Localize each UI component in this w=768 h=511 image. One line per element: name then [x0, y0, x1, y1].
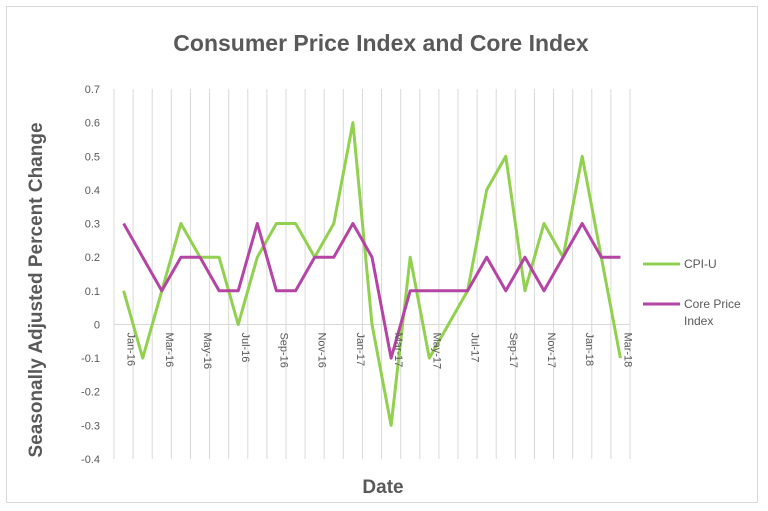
x-tick-label: Nov-16 — [316, 332, 328, 367]
x-tick-label: Nov-17 — [545, 332, 557, 367]
legend: CPI-U Core Price Index — [643, 257, 741, 328]
grid — [113, 89, 631, 459]
x-tick-label: Mar-16 — [163, 332, 175, 367]
x-tick-label: Jan-16 — [125, 332, 137, 366]
y-tick-label: 0.7 — [85, 84, 100, 96]
y-tick-label: -0.1 — [81, 353, 100, 365]
y-axis-title: Seasonally Adjusted Percent Change — [26, 122, 47, 457]
y-tick-label: -0.2 — [81, 387, 100, 399]
legend-label-cpi-u: CPI-U — [684, 257, 717, 271]
y-tick-label: 0.3 — [85, 219, 100, 231]
x-tick-label: Jul-17 — [469, 332, 481, 362]
x-tick-label: Jul-16 — [239, 332, 251, 362]
y-tick-label: 0.5 — [85, 151, 100, 163]
x-tick-label: Jan-17 — [354, 332, 366, 366]
x-axis-title: Date — [362, 477, 403, 498]
x-tick-label: Sep-17 — [507, 332, 519, 367]
legend-label-core-price-index-line2: Index — [684, 314, 713, 328]
series-line-core-price-index — [122, 222, 621, 360]
y-tick-label: -0.4 — [81, 454, 100, 466]
x-tick-label: Mar-17 — [392, 332, 404, 367]
series-lines — [122, 121, 622, 427]
y-tick-label: 0.4 — [85, 185, 100, 197]
y-tick-label: 0.6 — [85, 118, 100, 130]
chart-title: Consumer Price Index and Core Index — [173, 30, 589, 56]
x-tick-label: May-16 — [201, 332, 213, 369]
x-tick-label: May-17 — [430, 332, 442, 369]
x-tick-label: Sep-16 — [277, 332, 289, 367]
y-tick-label: 0.1 — [85, 286, 100, 298]
y-tick-label: 0 — [94, 319, 100, 331]
series-line-cpi-u — [122, 121, 622, 427]
legend-label-core-price-index-line1: Core Price — [684, 297, 741, 311]
x-axis-ticks: Jan-16 Mar-16 May-16 Jul-16 Sep-16 Nov-16 Jan-… — [125, 332, 634, 369]
x-tick-label: Jan-18 — [583, 332, 595, 366]
y-tick-label: 0.2 — [85, 252, 100, 264]
x-tick-label: Mar-18 — [621, 332, 633, 367]
y-axis-ticks: 0.7 0.6 0.5 0.4 0.3 0.2 0.1 0 -0.1 -0.2 -0.3 -0.4 — [81, 84, 100, 466]
y-tick-label: -0.3 — [81, 420, 100, 432]
